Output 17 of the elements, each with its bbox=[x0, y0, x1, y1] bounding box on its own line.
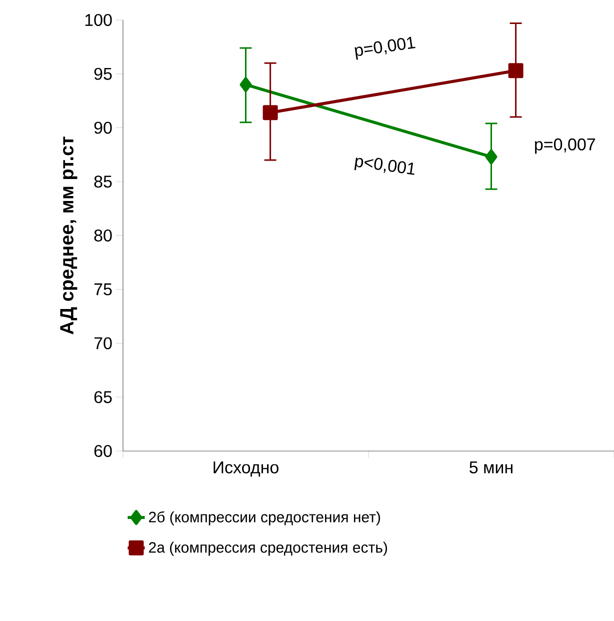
y-tick-label: 60 bbox=[94, 444, 112, 458]
y-tick-label: 85 bbox=[94, 176, 112, 188]
y-tick-label: 80 bbox=[94, 229, 112, 242]
x-tick-label: 5 мин bbox=[469, 462, 512, 474]
y-tick-label: 65 bbox=[94, 391, 112, 404]
y-axis-title: АД среднее, мм рт.ст bbox=[60, 136, 78, 334]
annotation: p=0,007 bbox=[534, 138, 595, 154]
annotation: p<0,001 bbox=[354, 158, 414, 175]
y-tick-label: 90 bbox=[94, 122, 112, 134]
y-tick-label: 100 bbox=[85, 14, 112, 26]
legend-label: 2а (компрессия средостения есть) bbox=[148, 542, 387, 556]
x-tick-label: Исходно bbox=[214, 462, 278, 477]
y-tick-label: 95 bbox=[94, 68, 112, 80]
y-tick-label: 75 bbox=[94, 283, 112, 296]
y-tick-label: 70 bbox=[94, 337, 112, 350]
legend-label: 2б (компрессии средостения нет) bbox=[148, 511, 380, 526]
annotation: p=0,001 bbox=[354, 36, 416, 60]
